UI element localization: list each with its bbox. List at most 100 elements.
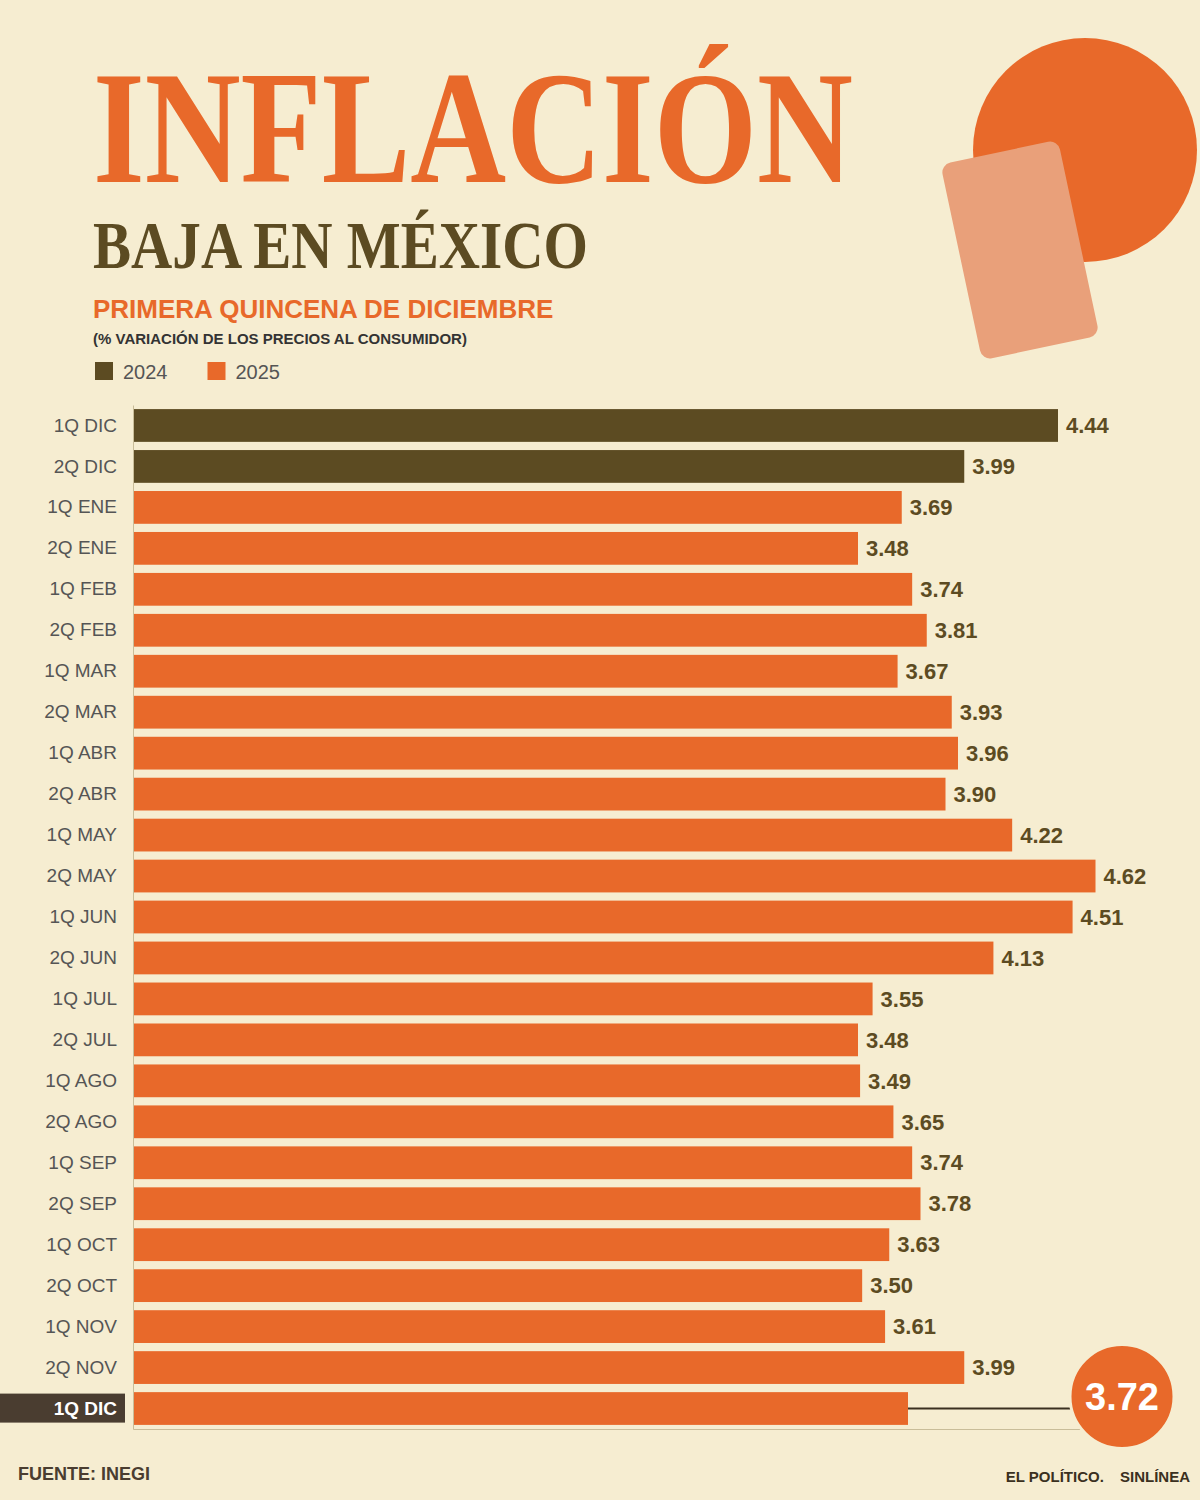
- data-label: 4.51: [1081, 905, 1124, 930]
- tick: 2Q MAY: [47, 865, 133, 886]
- chart-title: PRIMERA QUINCENA DE DICIEMBRE: [93, 294, 553, 324]
- leader-line: [908, 1408, 1072, 1410]
- bar: [133, 409, 1058, 442]
- bar: [133, 696, 952, 729]
- data-label: 3.99: [972, 1355, 1015, 1380]
- bar: [133, 901, 1073, 934]
- tick: 1Q NOV: [45, 1316, 133, 1337]
- legend-swatch: [208, 362, 226, 380]
- tick: 1Q ABR: [48, 742, 133, 763]
- legend: 2024 2025: [95, 361, 280, 383]
- tick: 2Q OCT: [46, 1275, 133, 1296]
- data-label: 3.74: [920, 1150, 964, 1175]
- tick-label: 1Q SEP: [48, 1152, 117, 1173]
- bar: [133, 942, 993, 975]
- bar: [133, 1228, 889, 1261]
- tick: 1Q AGO: [45, 1070, 133, 1091]
- data-label: 3.96: [966, 741, 1009, 766]
- tick-label: 1Q ABR: [48, 742, 117, 763]
- data-label: 3.48: [866, 536, 909, 561]
- data-label: 3.48: [866, 1028, 909, 1053]
- bar: [133, 1105, 893, 1138]
- chart-subtitle: (% VARIACIÓN DE LOS PRECIOS AL CONSUMIDO…: [93, 330, 467, 347]
- tick: 1Q JUL: [53, 988, 133, 1009]
- bar: [133, 1310, 885, 1343]
- tick-label: 1Q NOV: [45, 1316, 117, 1337]
- data-label: 3.81: [935, 618, 978, 643]
- tick: 2Q JUN: [49, 947, 133, 968]
- data-labels: 4.443.993.693.483.743.813.673.933.963.90…: [866, 413, 1174, 1448]
- data-label: 3.72: [1085, 1376, 1159, 1418]
- bar: [133, 532, 858, 565]
- data-label: 3.61: [893, 1314, 936, 1339]
- tick: 1Q SEP: [48, 1152, 133, 1173]
- tick-label: 2Q JUL: [53, 1029, 117, 1050]
- tick: 1Q ENE: [47, 496, 133, 517]
- bar: [133, 614, 927, 647]
- bar: [133, 737, 958, 770]
- legend-label: 2025: [236, 361, 281, 383]
- bar: [133, 655, 898, 688]
- tick: 1Q FEB: [49, 578, 133, 599]
- tick-label: 2Q FEB: [49, 619, 117, 640]
- title: INFLACIÓN: [93, 39, 853, 217]
- data-label: 3.90: [954, 782, 997, 807]
- tick: 2Q FEB: [49, 619, 133, 640]
- data-label: 3.99: [972, 454, 1015, 479]
- tick-label: 1Q DIC: [54, 1398, 118, 1419]
- tick-label: 1Q JUN: [49, 906, 117, 927]
- legend-swatch: [95, 362, 113, 380]
- tick: 2Q DIC: [54, 456, 133, 477]
- bar: [133, 1064, 860, 1097]
- tick: 2Q AGO: [45, 1111, 133, 1132]
- data-label: 4.13: [1001, 946, 1044, 971]
- decor-bag: [941, 140, 1100, 361]
- data-label: 3.67: [906, 659, 949, 684]
- tick: 1Q DIC: [54, 415, 133, 436]
- subtitle: BAJA EN MÉXICO: [93, 207, 588, 283]
- tick: 2Q ABR: [48, 783, 133, 804]
- tick-label: 2Q AGO: [45, 1111, 117, 1132]
- tick: 2Q SEP: [48, 1193, 133, 1214]
- data-label: 3.74: [920, 577, 964, 602]
- legend-label: 2024: [123, 361, 168, 383]
- bar: [133, 860, 1096, 893]
- highlight-box: [0, 1394, 125, 1423]
- y-axis: 1Q DIC 2Q DIC 1Q ENE 2Q ENE 1Q FEB 2Q FEB 1Q M…: [0, 406, 134, 1430]
- tick-label: 2Q MAY: [47, 865, 118, 886]
- tick-label: 1Q JUL: [53, 988, 117, 1009]
- tick-label: 2Q OCT: [46, 1275, 117, 1296]
- tick-label: 2Q SEP: [48, 1193, 117, 1214]
- source: FUENTE: INEGI: [18, 1464, 150, 1484]
- bar: [133, 450, 964, 483]
- tick: 2Q ENE: [47, 537, 133, 558]
- bar: [133, 1392, 908, 1425]
- data-label: 3.50: [870, 1273, 913, 1298]
- x-axis: [134, 1429, 1134, 1430]
- tick-label: 1Q FEB: [49, 578, 117, 599]
- bar: [133, 1187, 921, 1220]
- bar: [133, 1146, 912, 1179]
- tick-label: 2Q NOV: [45, 1357, 117, 1378]
- data-label: 4.44: [1066, 413, 1110, 438]
- logo: SINLÍNEA: [1120, 1468, 1190, 1485]
- tick-label: 2Q ABR: [48, 783, 117, 804]
- tick: 1Q MAY: [47, 824, 133, 845]
- data-label: 3.93: [960, 700, 1003, 725]
- chart-root: INFLACIÓNBAJA EN MÉXICO PRIMERA QUINCENA …: [0, 0, 1200, 1500]
- tick-label: 1Q AGO: [45, 1070, 117, 1091]
- tick-label: 2Q ENE: [47, 537, 117, 558]
- data-label: 4.62: [1104, 864, 1147, 889]
- tick-label: 1Q DIC: [54, 415, 117, 436]
- tick-label: 1Q OCT: [46, 1234, 117, 1255]
- data-label: 3.69: [910, 495, 953, 520]
- data-label: 3.78: [929, 1191, 972, 1216]
- highlight-circle: [1070, 1345, 1174, 1449]
- data-label: 3.63: [897, 1232, 940, 1257]
- bar: [133, 1351, 964, 1384]
- bar: [133, 983, 873, 1016]
- data-label: 3.55: [881, 987, 924, 1012]
- data-label: 3.49: [868, 1069, 911, 1094]
- tick: 1Q OCT: [46, 1234, 133, 1255]
- bar: [133, 1269, 862, 1302]
